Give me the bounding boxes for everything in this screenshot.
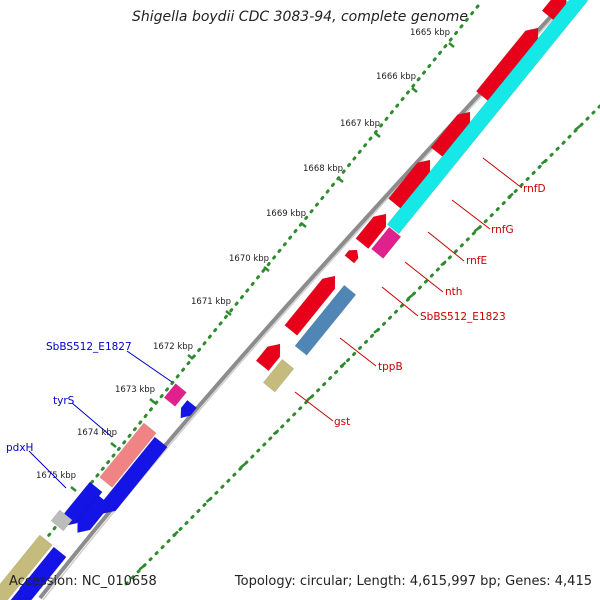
major-tick	[149, 398, 156, 404]
tick-label: 1674 kbp	[77, 428, 117, 438]
leader-tppB	[339, 337, 377, 367]
tick-label: 1673 kbp	[115, 385, 155, 395]
minor-tick	[440, 260, 447, 267]
outer-dotted-ring	[0, 4, 480, 598]
major-ticks	[70, 42, 455, 492]
major-tick	[187, 354, 194, 360]
major-tick	[411, 87, 418, 93]
minor-tick	[272, 429, 280, 436]
tick-label: 1667 kbp	[340, 119, 380, 129]
major-tick	[110, 442, 117, 448]
cds-feature-khaki[interactable]	[262, 358, 295, 393]
leader-SbBS512_E1823	[381, 286, 419, 317]
tick-label: 1675 kbp	[36, 471, 76, 481]
genome-title: Shigella boydii CDC 3083-94, complete ge…	[131, 9, 469, 25]
minor-tick	[574, 125, 581, 131]
major-tick	[300, 222, 307, 228]
cds-feature-salmon[interactable]	[99, 422, 157, 488]
minor-tick	[339, 361, 347, 368]
tick-labels: 1665 kbp 1666 kbp 1667 kbp 1668 kbp 1669…	[36, 28, 450, 481]
major-tick	[337, 177, 344, 183]
cds-feature-blue[interactable]	[180, 399, 198, 419]
cds-feature-cyan[interactable]	[386, 0, 589, 235]
label-leader-lines	[28, 157, 523, 489]
gene-label-tppB[interactable]: tppB	[378, 361, 403, 373]
major-tick	[374, 132, 381, 138]
leader-pdxH	[28, 450, 67, 489]
minor-tick	[172, 530, 179, 537]
tick-label: 1666 kbp	[376, 72, 416, 82]
tick-label: 1672 kbp	[153, 342, 193, 352]
cds-feature-red[interactable]	[388, 159, 431, 210]
gene-labels: rnfD rnfG rnfE nth SbBS512_E1823 tppB gs…	[6, 183, 546, 454]
minor-tick	[406, 294, 414, 300]
gene-label-rnfE[interactable]: rnfE	[466, 255, 487, 267]
cds-feature-pink[interactable]	[163, 383, 187, 407]
gene-label-gst[interactable]: gst	[334, 416, 350, 428]
minor-tick	[540, 158, 548, 165]
leader-rnfE	[427, 231, 465, 262]
leader-tyrS	[71, 402, 113, 438]
tick-label: 1670 kbp	[229, 254, 269, 264]
cds-feature-blue[interactable]	[19, 579, 38, 600]
gene-label-tyrS[interactable]: tyrS	[53, 395, 75, 407]
tick-label: 1669 kbp	[266, 209, 306, 219]
cds-feature-pink[interactable]	[371, 226, 402, 259]
cds-feature-blue[interactable]	[77, 494, 111, 533]
leader-rnfD	[482, 157, 523, 189]
tick-label: 1665 kbp	[410, 28, 450, 38]
major-tick	[263, 266, 270, 272]
cds-feature-red[interactable]	[255, 343, 281, 372]
genome-summary-text: Topology: circular; Length: 4,615,997 bp…	[234, 574, 592, 589]
cds-feature-red[interactable]	[355, 213, 387, 250]
minor-tick	[473, 226, 481, 233]
leader-gst	[294, 391, 334, 422]
gene-label-rnfG[interactable]: rnfG	[491, 224, 514, 236]
tick-label: 1671 kbp	[191, 297, 231, 307]
minor-tick	[205, 496, 213, 503]
gene-label-nth[interactable]: nth	[445, 286, 462, 298]
major-tick	[448, 42, 455, 48]
leader-nth	[404, 261, 444, 293]
minor-tick	[306, 395, 313, 402]
minor-ticks	[138, 125, 581, 571]
cds-feature-red[interactable]	[284, 275, 336, 336]
cds-feature-khaki[interactable]	[0, 534, 53, 600]
tick-label: 1668 kbp	[303, 164, 343, 174]
leader-SbBS512_E1827	[126, 350, 173, 383]
inner-dotted-ring	[124, 104, 600, 586]
cds-feature-steel[interactable]	[294, 284, 357, 356]
gene-label-SbBS512_E1823[interactable]: SbBS512_E1823	[420, 311, 506, 323]
accession-text: Accession: NC_010658	[9, 574, 157, 589]
gene-label-rnfD[interactable]: rnfD	[523, 183, 546, 195]
minor-tick	[138, 564, 146, 571]
major-tick	[225, 310, 232, 316]
leader-rnfG	[451, 199, 491, 230]
cds-feature-grey[interactable]	[50, 509, 73, 532]
minor-tick	[507, 192, 514, 199]
major-tick	[70, 486, 77, 492]
gene-label-SbBS512_E1827[interactable]: SbBS512_E1827	[46, 341, 132, 353]
minor-tick	[239, 463, 246, 469]
minor-tick	[373, 327, 380, 334]
cds-feature-red[interactable]	[344, 249, 359, 264]
gene-label-pdxH[interactable]: pdxH	[6, 442, 33, 454]
